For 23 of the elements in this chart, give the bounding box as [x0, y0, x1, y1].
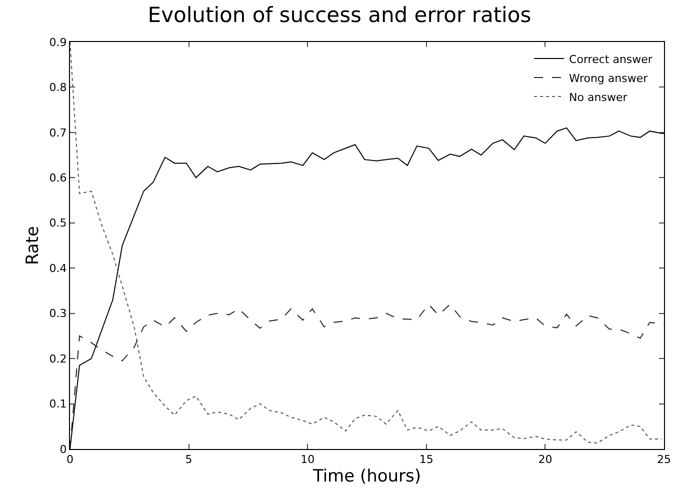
x-tick-label: 25 — [657, 453, 671, 466]
y-tick-label: 0.6 — [49, 172, 67, 185]
x-tick-label: 10 — [300, 453, 315, 466]
x-axis-title: Time (hours) — [312, 466, 422, 487]
y-tick-label: 0.9 — [49, 36, 67, 49]
y-tick-label: 0.2 — [49, 352, 67, 366]
y-tick-label: 0.5 — [49, 216, 67, 230]
y-tick-label: 0.3 — [49, 307, 67, 320]
x-tick-label: 20 — [538, 453, 552, 466]
line-series — [70, 304, 664, 449]
y-tick-label: 0.4 — [49, 262, 67, 275]
legend-label: No answer — [569, 90, 628, 104]
y-tick-label: 0 — [60, 442, 67, 456]
x-tick-label: 15 — [419, 453, 434, 466]
x-tick-label: 5 — [185, 453, 192, 466]
legend-label: Wrong answer — [569, 72, 648, 85]
line-series — [70, 42, 662, 444]
y-tick-label: 0.7 — [49, 126, 67, 140]
y-tick-label: 0.1 — [49, 398, 67, 411]
chart-title: Evolution of success and error ratios — [148, 3, 532, 28]
legend-label: Correct answer — [569, 52, 653, 66]
y-tick-label: 0.8 — [49, 81, 67, 94]
y-axis-title: Rate — [22, 226, 43, 265]
